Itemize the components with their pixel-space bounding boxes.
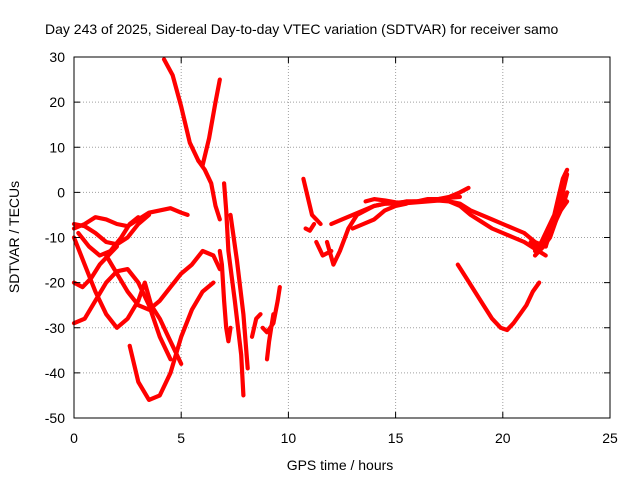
x-tick-label: 0 [70, 430, 78, 446]
series-s7 [104, 248, 222, 312]
axis-ticks [73, 56, 611, 419]
series-s4 [71, 267, 173, 362]
chart-title: Day 243 of 2025, Sidereal Day-to-day VTE… [45, 21, 558, 37]
x-axis-label: GPS time / hours [287, 457, 394, 473]
series-s23 [350, 201, 409, 231]
series-s8 [127, 280, 216, 402]
series-s25 [447, 199, 548, 258]
y-tick-label: 30 [49, 49, 65, 65]
x-tick-label: 10 [281, 430, 297, 446]
y-tick-label: 20 [49, 94, 65, 110]
series-s29 [543, 172, 570, 249]
series-s15 [249, 312, 263, 339]
y-tick-label: -50 [45, 410, 65, 426]
tick-labels: 0 5 10 15 20 25 -50 -40 -30 -20 -10 0 10 20 30 [45, 49, 618, 446]
series-s12 [217, 248, 233, 344]
series-s10 [161, 57, 222, 222]
series-s6 [71, 244, 120, 290]
y-tick-label: -30 [45, 320, 65, 336]
x-tick-label: 20 [495, 430, 511, 446]
x-tick-label: 25 [602, 430, 618, 446]
x-tick-label: 5 [177, 430, 185, 446]
y-tick-label: -20 [45, 275, 65, 291]
series-s5 [71, 235, 141, 330]
grid [74, 57, 610, 418]
series-s14 [228, 212, 250, 371]
series-s9 [136, 280, 184, 366]
series-s11 [196, 77, 222, 168]
series-s13 [222, 181, 246, 398]
series-s17 [264, 312, 276, 362]
y-tick-label: 0 [57, 184, 65, 200]
series-s19 [303, 221, 317, 233]
x-tick-label: 15 [388, 430, 404, 446]
y-tick-label: 10 [49, 139, 65, 155]
y-tick-label: -40 [45, 365, 65, 381]
series-s30 [455, 262, 542, 333]
y-axis-label: SDTVAR / TECUs [6, 181, 22, 293]
y-tick-label: -10 [45, 230, 65, 246]
series-s18 [301, 176, 323, 227]
series-s2 [71, 212, 152, 247]
series-layer [71, 57, 570, 402]
